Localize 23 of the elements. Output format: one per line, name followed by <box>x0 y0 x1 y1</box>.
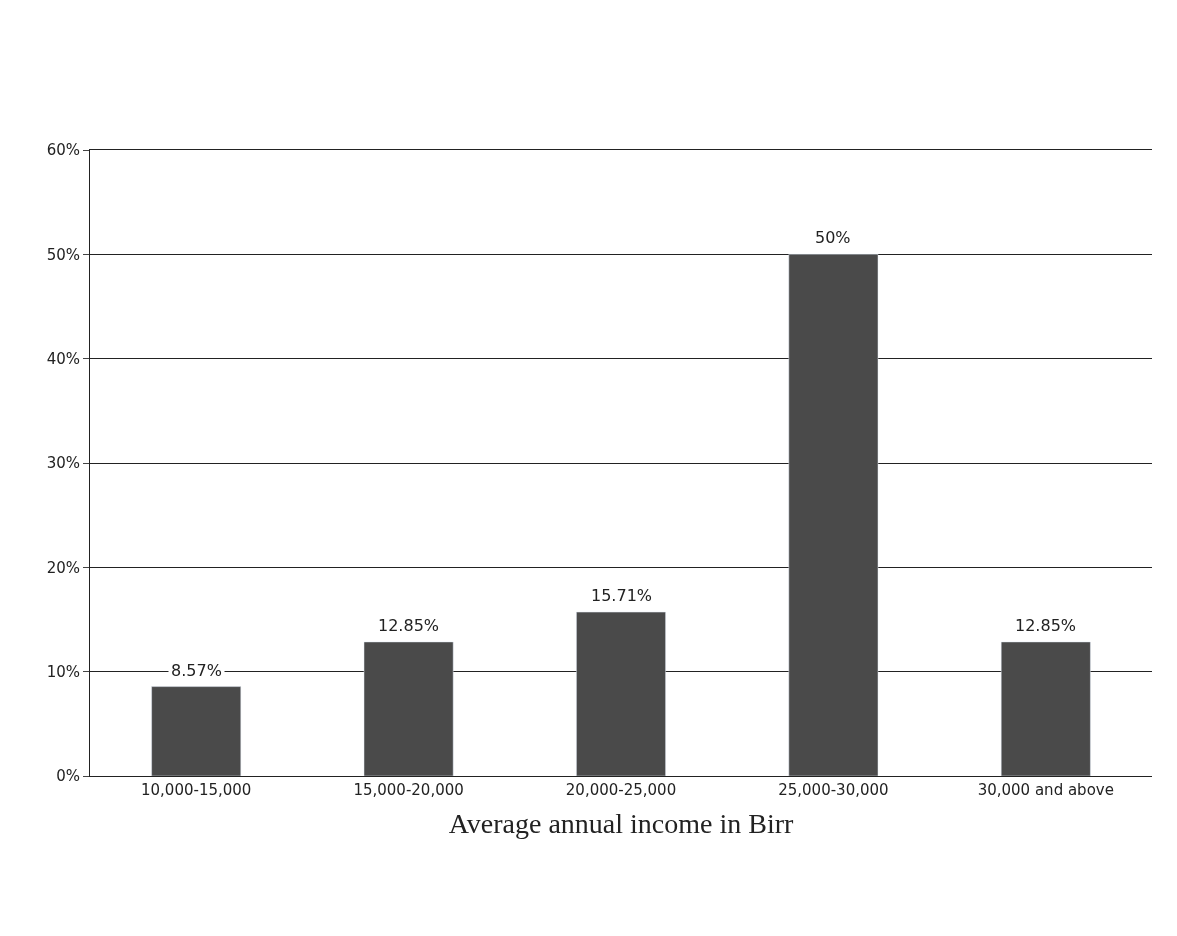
data-label: 15.71% <box>591 586 653 605</box>
y-tick-label: 30% <box>46 454 80 473</box>
data-label: 12.85% <box>378 616 440 635</box>
x-tick-label: 25,000-30,000 <box>778 781 889 799</box>
x-axis-title: Average annual income in Birr <box>448 808 795 840</box>
y-tick-label: 0% <box>56 767 80 786</box>
bar <box>788 254 879 776</box>
x-tick-label: 10,000-15,000 <box>141 781 252 799</box>
bar <box>363 641 454 776</box>
bar <box>576 611 666 776</box>
y-tick-label: 20% <box>46 558 80 577</box>
y-tick-label: 40% <box>46 349 80 368</box>
y-tick-label: 60% <box>46 141 80 160</box>
data-label: 8.57% <box>171 661 222 680</box>
bar <box>151 686 242 776</box>
x-tick-label: 20,000-25,000 <box>565 781 677 799</box>
x-tick-label: 30,000 and above <box>977 781 1114 799</box>
bar <box>1000 641 1091 776</box>
y-tick-label: 50% <box>46 245 80 264</box>
x-tick-label: 15,000-20,000 <box>353 781 464 799</box>
y-tick-label: 10% <box>46 662 80 681</box>
data-label: 12.85% <box>1015 616 1077 635</box>
data-label: 50% <box>815 228 851 247</box>
